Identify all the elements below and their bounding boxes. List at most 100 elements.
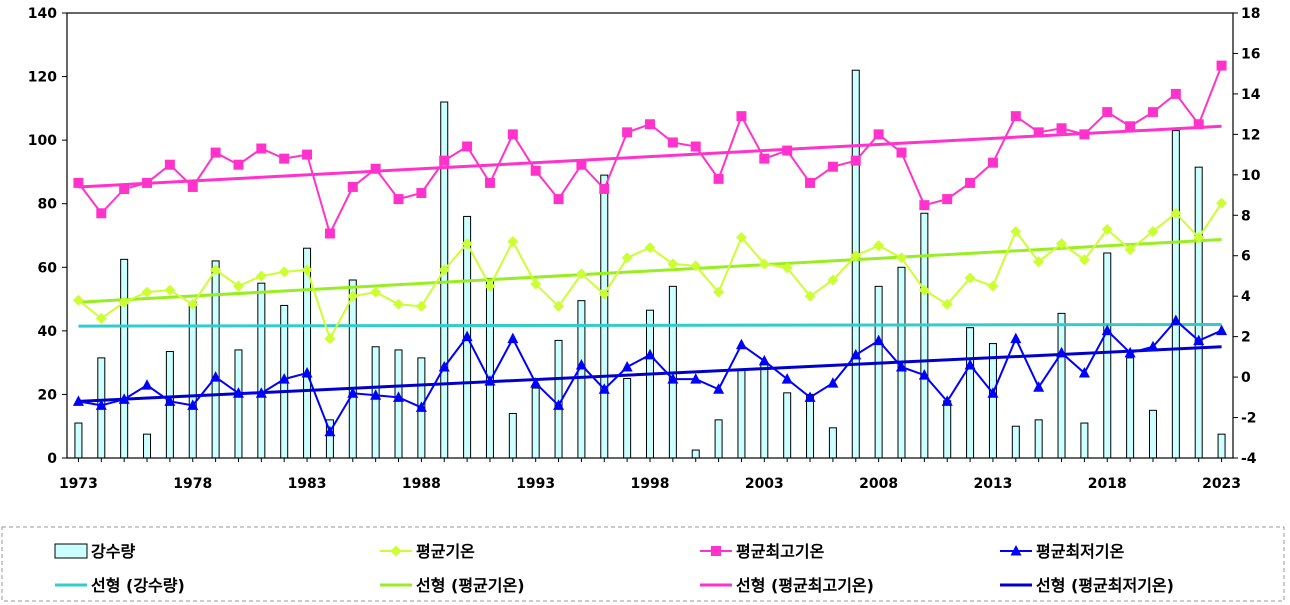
bar <box>440 101 449 459</box>
data-point <box>964 358 976 370</box>
x-tick-label: 2008 <box>859 476 898 492</box>
legend-entry: 선형 (평균기온) <box>380 576 525 595</box>
data-point <box>507 332 519 344</box>
data-point <box>164 284 176 296</box>
data-point <box>1056 238 1068 250</box>
y-left-tick-label: 120 <box>28 70 57 86</box>
data-point <box>370 286 382 298</box>
data-point <box>255 387 267 398</box>
data-point <box>1147 225 1159 237</box>
data-point <box>644 242 656 254</box>
data-point <box>964 272 976 284</box>
y-left-tick-label: 60 <box>38 260 58 276</box>
data-point <box>1101 324 1113 336</box>
data-point <box>416 188 427 199</box>
data-point <box>1193 334 1205 346</box>
bar <box>531 387 540 459</box>
bar <box>1080 422 1089 459</box>
legend-entry: 선형 (평균최고기온) <box>700 576 874 595</box>
data-point <box>667 137 678 148</box>
data-point <box>804 391 816 402</box>
data-point <box>690 260 702 272</box>
legend-swatch <box>54 543 88 559</box>
bar <box>600 174 609 459</box>
data-point <box>758 354 770 366</box>
data-point <box>576 159 587 170</box>
legend-label: 선형 (평균최고기온) <box>736 576 874 595</box>
legend-entry: 평균최고기온 <box>700 542 825 561</box>
data-point <box>622 127 633 138</box>
data-point <box>95 312 107 324</box>
data-point <box>301 367 313 378</box>
bar <box>234 349 243 459</box>
data-point <box>553 194 564 205</box>
data-point <box>781 373 793 384</box>
y-left-tick-label: 0 <box>47 451 57 467</box>
data-point <box>575 358 587 370</box>
data-point <box>1033 127 1044 138</box>
x-tick-label: 1978 <box>173 476 212 492</box>
data-point <box>782 145 793 156</box>
legend-label: 평균최저기온 <box>1036 542 1125 561</box>
data-point <box>759 153 770 164</box>
bar <box>257 282 266 459</box>
bar <box>874 285 883 459</box>
x-tick-label: 2013 <box>973 476 1012 492</box>
data-point <box>302 149 313 160</box>
bar <box>646 309 654 459</box>
data-point <box>758 258 770 270</box>
data-point <box>1033 381 1045 392</box>
series-line <box>77 65 1223 237</box>
data-point <box>895 252 907 264</box>
data-point <box>324 228 335 239</box>
data-point <box>621 252 633 264</box>
data-point <box>210 264 222 276</box>
data-point <box>987 280 999 292</box>
data-point <box>1125 121 1136 132</box>
data-point <box>1193 232 1205 244</box>
data-point <box>187 298 199 310</box>
data-point <box>279 153 290 164</box>
bar <box>485 277 494 459</box>
line-series <box>73 60 1227 239</box>
data-point <box>713 286 725 298</box>
data-point <box>141 379 153 390</box>
bar <box>783 392 792 459</box>
data-point <box>484 177 495 188</box>
bar <box>1171 130 1180 459</box>
bar <box>394 349 403 459</box>
data-point <box>987 387 999 398</box>
bar <box>737 368 746 459</box>
data-point <box>873 129 884 140</box>
y-right-tick-label: 16 <box>1241 46 1260 62</box>
bar <box>806 393 815 459</box>
legend-label: 강수량 <box>91 542 135 561</box>
data-point <box>278 373 290 384</box>
bar <box>988 343 997 459</box>
x-tick-label: 2018 <box>1088 476 1127 492</box>
data-point <box>827 161 838 172</box>
data-point <box>210 147 221 158</box>
bar <box>828 427 837 459</box>
data-point <box>575 268 587 280</box>
bar <box>851 69 860 459</box>
data-point <box>415 300 427 312</box>
data-point <box>1216 324 1228 336</box>
axes: 0 20 40 60 80 100 120 140 -4 -2 0 2 4 6 8 10 12 14 16 18 197… <box>28 6 1261 492</box>
data-point <box>1079 129 1090 140</box>
data-point <box>1010 332 1022 344</box>
data-point <box>119 183 130 194</box>
data-point <box>644 348 656 360</box>
data-point <box>187 181 198 192</box>
data-point <box>873 334 885 346</box>
x-tick-label: 1988 <box>402 476 441 492</box>
data-point <box>72 395 84 406</box>
bar <box>371 346 380 459</box>
legend-marker <box>1010 545 1022 556</box>
bar <box>966 327 975 459</box>
data-point <box>553 399 565 410</box>
data-point <box>118 296 130 308</box>
y-right-tick-label: 12 <box>1241 127 1260 143</box>
y-right-tick-label: 18 <box>1241 6 1260 22</box>
